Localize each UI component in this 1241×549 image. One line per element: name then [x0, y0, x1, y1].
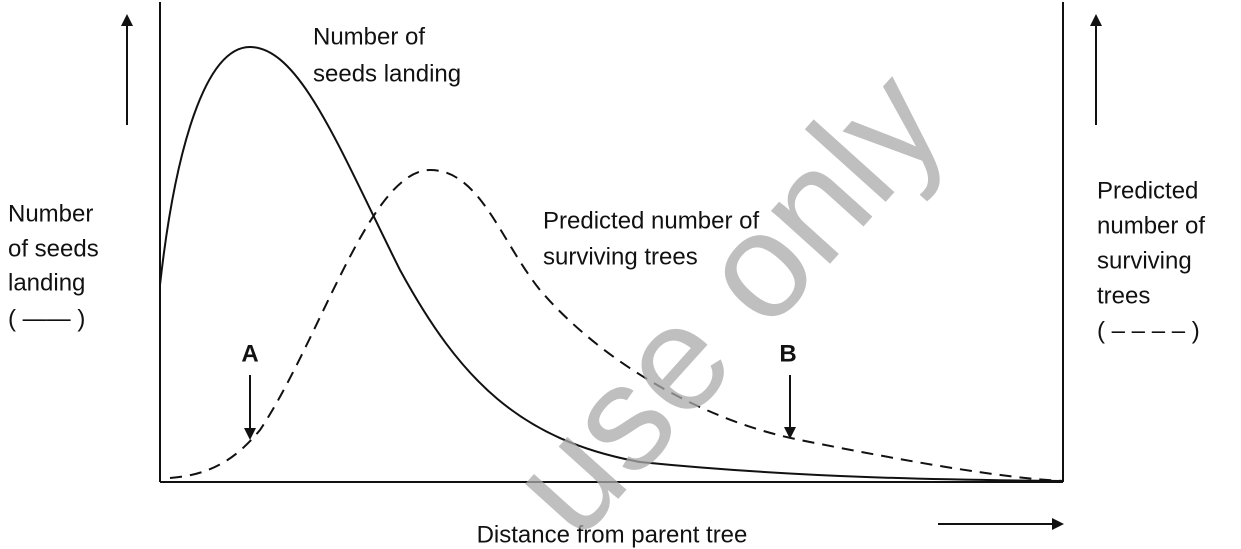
trees-label: Predicted number of — [543, 207, 759, 234]
right-axis-label: trees — [1097, 282, 1150, 309]
right-axis-label: ( – – – – ) — [1097, 317, 1200, 344]
trees-label: surviving trees — [543, 243, 698, 270]
left-axis-label: Number — [8, 200, 93, 227]
right-axis-label: surviving — [1097, 247, 1192, 274]
trees-curve — [169, 168, 1064, 482]
seeds-curve — [159, 45, 1064, 482]
left-axis-label: ( —— ) — [8, 305, 85, 332]
left-axis-label: of seeds — [8, 235, 99, 262]
seeds-label: seeds landing — [313, 60, 461, 87]
right-axis-label: Predicted — [1097, 177, 1198, 204]
left-axis-label: landing — [8, 269, 85, 296]
watermark: use only — [476, 38, 975, 549]
x-axis-label: Distance from parent tree — [477, 521, 748, 548]
right-axis-label: number of — [1097, 212, 1205, 239]
point-b-label: B — [779, 340, 796, 367]
seeds-label: Number of — [313, 23, 425, 50]
point-a-label: A — [241, 340, 258, 367]
